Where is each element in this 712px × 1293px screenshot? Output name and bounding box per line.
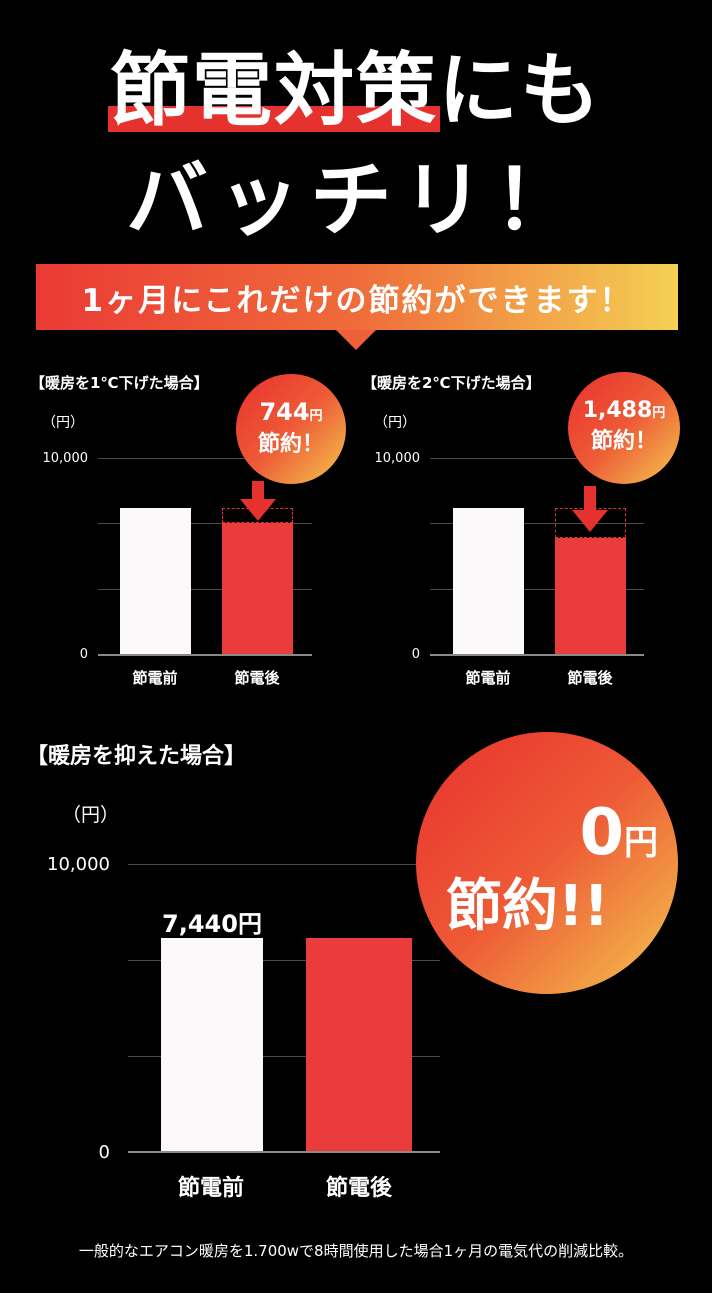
chart1-gridline [98,458,312,459]
chart3-tick-top: 10,000 [47,854,110,875]
chart3-bubble-amount: 0 [579,796,624,870]
chart2-unit: （円） [374,415,416,431]
banner-pointer [336,330,376,350]
chart2-bar-before [453,508,524,655]
chart3-data-label: 7,440円 [162,909,262,938]
chart2-axis [430,654,644,656]
chart3-label-after: 節電後 [325,1176,392,1201]
chart3-tick-zero: 0 [98,1142,110,1163]
chart1-bar-after [222,523,293,655]
chart1-axis [98,654,312,656]
chart3-title: 【暖房を抑えた場合】 [26,744,247,769]
chart2-savings-bubble: 1,488円 節約！ [568,372,680,484]
chart3-bubble-text: 節約!! [446,874,610,939]
chart2-tick-top: 10,000 [374,451,421,466]
chart3-unit: （円） [62,804,120,826]
chart1-savings-bubble: 744円 節約！ [236,374,346,484]
headline-line2: バッチリ！ [125,153,586,248]
chart1-gridline [98,523,312,524]
banner-text: 1ヶ月にこれだけの節約ができます！ [81,282,633,319]
chart2-bubble-amount: 1,488 [582,398,653,423]
chart3-bar-before [161,937,263,1152]
chart2-bar-after [555,537,626,655]
chart1-bubble-unit: 円 [309,409,323,424]
chart3-gridline [128,960,440,961]
chart1-label-before: 節電前 [132,669,178,687]
chart1-tick-zero: 0 [79,647,88,662]
chart1-tick-top: 10,000 [42,451,89,466]
chart3-bubble-unit: 円 [624,823,658,863]
chart2-gridline [430,589,644,590]
chart1-title: 【暖房を1℃下げた場合】 [30,374,209,392]
banner: 1ヶ月にこれだけの節約ができます！ [36,264,678,330]
chart1-label-after: 節電後 [234,669,280,687]
chart3-axis [128,1151,440,1153]
chart2-down-arrow-icon [572,486,608,532]
chart1-bubble-amount: 744 [259,398,310,426]
chart2-tick-zero: 0 [411,647,420,662]
chart2-label-before: 節電前 [465,669,511,687]
chart2-bubble-text: 節約！ [590,429,657,454]
chart3-bar-after [306,937,412,1152]
chart2-label-after: 節電後 [567,669,613,687]
headline-line1: 節電対策にも [0,36,712,146]
chart2-gridline [430,523,644,524]
chart3-gridline [128,864,440,865]
chart3-savings-bubble: 0円 節約!! [416,732,678,994]
chart1-bubble-text: 節約！ [257,432,324,457]
chart1-bar-before [120,508,191,655]
chart1-gridline [98,589,312,590]
chart1-down-arrow-icon [240,481,276,521]
chart2-gridline [430,458,644,459]
chart3-label-before: 節電前 [177,1176,244,1201]
chart3-gridline [128,1056,440,1057]
chart1-unit: （円） [42,415,84,431]
footnote: 一般的なエアコン暖房を1.700wで8時間使用した場合1ヶ月の電気代の削減比較。 [78,1242,634,1260]
chart2-bubble-unit: 円 [652,406,666,421]
chart2-title: 【暖房を2℃下げた場合】 [362,374,541,392]
headline-highlight: 節電対策 [108,36,440,146]
headline-line1-rest: にも [438,44,602,137]
